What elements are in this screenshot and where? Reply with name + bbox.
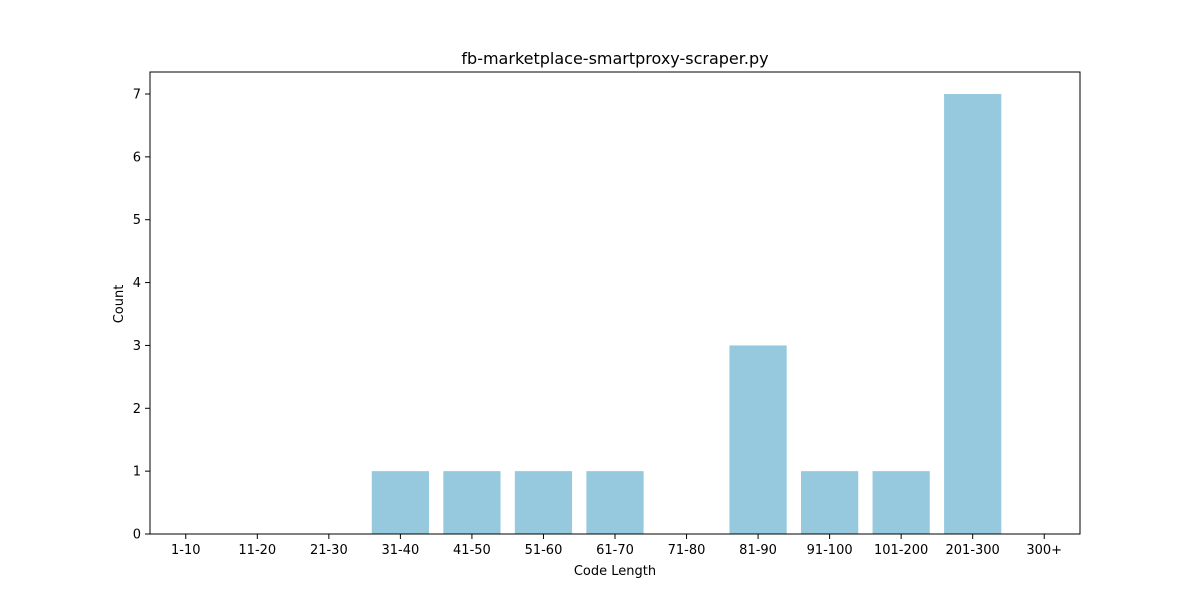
x-tick-label: 71-80 — [668, 543, 706, 558]
bar-91-100 — [801, 471, 859, 534]
bar-41-50 — [443, 471, 501, 534]
bar-61-70 — [586, 471, 644, 534]
x-axis-label: Code Length — [574, 564, 656, 579]
bar-81-90 — [729, 345, 787, 534]
x-tick-label: 21-30 — [310, 543, 348, 558]
plot-area: 1-10 11-20 21-30 31-40 41-50 51-60 61-70 71-80 8… — [133, 71, 1081, 558]
bar-51-60 — [514, 471, 573, 534]
x-tick-label: 51-60 — [525, 543, 563, 558]
y-tick-label: 3 — [133, 339, 141, 354]
x-tick-label: 101-200 — [874, 543, 928, 558]
y-tick-label: 0 — [133, 528, 141, 543]
x-tick-label: 300+ — [1026, 543, 1062, 558]
bar-201-300 — [944, 94, 1002, 534]
y-axis-label: Count — [112, 285, 127, 324]
y-tick-label: 5 — [133, 213, 141, 228]
y-tick-label: 6 — [133, 150, 141, 165]
x-tick-label: 41-50 — [453, 543, 491, 558]
bar-31-40 — [371, 471, 429, 534]
chart-title: fb-marketplace-smartproxy-scraper.py — [461, 49, 768, 68]
y-tick-label: 4 — [133, 276, 141, 291]
plot-frame — [149, 71, 1081, 535]
x-tick-label: 11-20 — [238, 543, 276, 558]
x-tick-label: 81-90 — [739, 543, 777, 558]
x-tick-label: 31-40 — [381, 543, 419, 558]
x-tick-label: 1-10 — [171, 543, 201, 558]
x-tick-label: 61-70 — [596, 543, 634, 558]
x-tick-label: 91-100 — [807, 543, 853, 558]
y-tick-label: 1 — [133, 465, 141, 480]
y-tick-label: 7 — [133, 88, 141, 103]
y-tick-label: 2 — [133, 402, 141, 417]
bar-101-200 — [872, 471, 930, 534]
x-tick-label: 201-300 — [946, 543, 1000, 558]
